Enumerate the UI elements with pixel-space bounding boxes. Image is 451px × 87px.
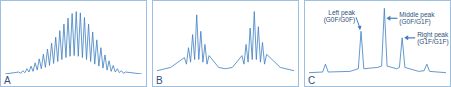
svg-text:Middle peak(G0F/G1F): Middle peak(G0F/G1F)	[399, 11, 435, 26]
svg-text:Right peak(G1F/G1F): Right peak(G1F/G1F)	[417, 31, 443, 46]
svg-text:Left peak(G0F/G0F): Left peak(G0F/G0F)	[324, 9, 356, 24]
html-text:B: B	[156, 75, 163, 86]
html-text:C: C	[308, 75, 316, 86]
html-text:A: A	[4, 75, 11, 86]
